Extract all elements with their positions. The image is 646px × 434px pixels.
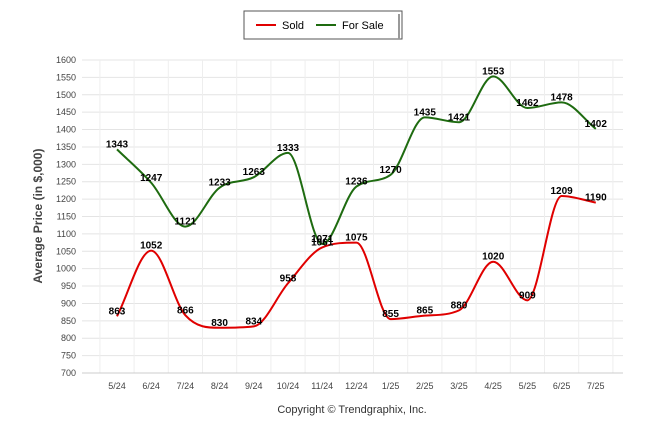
y-tick-label: 1300 [56, 159, 76, 169]
y-tick-label: 1450 [56, 107, 76, 117]
data-label: 1020 [482, 252, 505, 263]
data-label: 863 [109, 306, 126, 317]
data-label: 1462 [516, 98, 539, 109]
data-label: 834 [245, 316, 262, 327]
data-label: 1233 [208, 178, 231, 189]
y-tick-label: 1550 [56, 72, 76, 82]
data-label: 866 [177, 305, 194, 316]
y-tick-label: 1600 [56, 55, 76, 65]
y-tick-label: 1400 [56, 125, 76, 135]
data-label: 880 [451, 300, 468, 311]
data-label: 1402 [585, 119, 608, 130]
y-tick-label: 900 [61, 298, 76, 308]
x-tick-label: 10/24 [277, 381, 300, 391]
series-line-for-sale [116, 75, 597, 245]
x-tick-label: 6/24 [142, 381, 160, 391]
x-tick-label: 5/24 [108, 381, 126, 391]
x-tick-label: 9/24 [245, 381, 263, 391]
data-label: 830 [211, 318, 228, 329]
x-tick-label: 7/25 [587, 381, 605, 391]
y-tick-label: 750 [61, 351, 76, 361]
data-label: 909 [519, 290, 536, 301]
y-tick-label: 1100 [57, 229, 76, 239]
series-lines [116, 75, 597, 329]
data-label: 1343 [106, 139, 129, 150]
data-label: 958 [280, 273, 297, 284]
data-label: 1247 [140, 173, 163, 184]
y-tick-label: 1200 [56, 194, 76, 204]
data-label: 1478 [550, 92, 573, 103]
data-label: 1209 [550, 186, 573, 197]
data-labels: 863 1052 866 830 834 958 1061 1075 855 865 880 1020… [106, 66, 607, 328]
x-tick-label: 2/25 [416, 381, 434, 391]
x-tick-label: 1/25 [382, 381, 400, 391]
legend: Sold For Sale [243, 10, 403, 40]
y-tick-label: 850 [61, 316, 76, 326]
y-tick-label: 950 [61, 281, 76, 291]
x-axis-ticks: 5/24 6/24 7/24 8/24 9/24 10/24 11/24 12/24 1/25 2… [108, 381, 604, 391]
data-label: 1236 [345, 177, 368, 188]
y-tick-label: 1250 [56, 177, 76, 187]
copyright-footer: Copyright © Trendgraphix, Inc. [277, 404, 426, 416]
x-tick-label: 3/25 [450, 381, 468, 391]
data-label: 1421 [448, 112, 471, 123]
x-tick-label: 5/25 [519, 381, 537, 391]
x-tick-label: 7/24 [177, 381, 195, 391]
data-label: 1075 [345, 233, 368, 244]
legend-label-sold: Sold [282, 20, 304, 32]
x-tick-label: 11/24 [311, 381, 333, 391]
data-label: 865 [416, 306, 433, 317]
data-label: 1270 [379, 165, 402, 176]
data-label: 855 [382, 309, 399, 320]
y-tick-label: 800 [61, 333, 76, 343]
legend-label-for-sale: For Sale [342, 20, 384, 32]
data-label: 1435 [414, 107, 437, 118]
y-axis-label: Average Price (in $,000) [31, 149, 45, 284]
series-line-sold [116, 194, 596, 329]
y-tick-label: 1050 [56, 246, 76, 256]
y-tick-label: 1150 [57, 212, 76, 222]
data-label: 1061 [311, 237, 334, 248]
x-tick-label: 4/25 [484, 381, 502, 391]
data-label: 1263 [243, 167, 266, 178]
data-label: 1071 [311, 234, 334, 245]
data-label: 1553 [482, 66, 505, 77]
gridlines [82, 59, 623, 374]
y-tick-label: 1000 [56, 264, 76, 274]
y-tick-label: 700 [61, 368, 76, 378]
y-tick-label: 1500 [56, 90, 76, 100]
x-tick-label: 8/24 [211, 381, 229, 391]
y-tick-label: 1350 [56, 142, 76, 152]
data-label: 1121 [175, 217, 197, 228]
data-label: 1052 [140, 241, 163, 252]
y-axis-ticks: 700 750 800 850 900 950 1000 1050 1100 1150 1200 12… [56, 55, 76, 378]
data-label: 1333 [277, 143, 300, 154]
x-tick-label: 12/24 [345, 381, 368, 391]
data-label: 1190 [585, 193, 607, 204]
x-tick-label: 6/25 [553, 381, 571, 391]
